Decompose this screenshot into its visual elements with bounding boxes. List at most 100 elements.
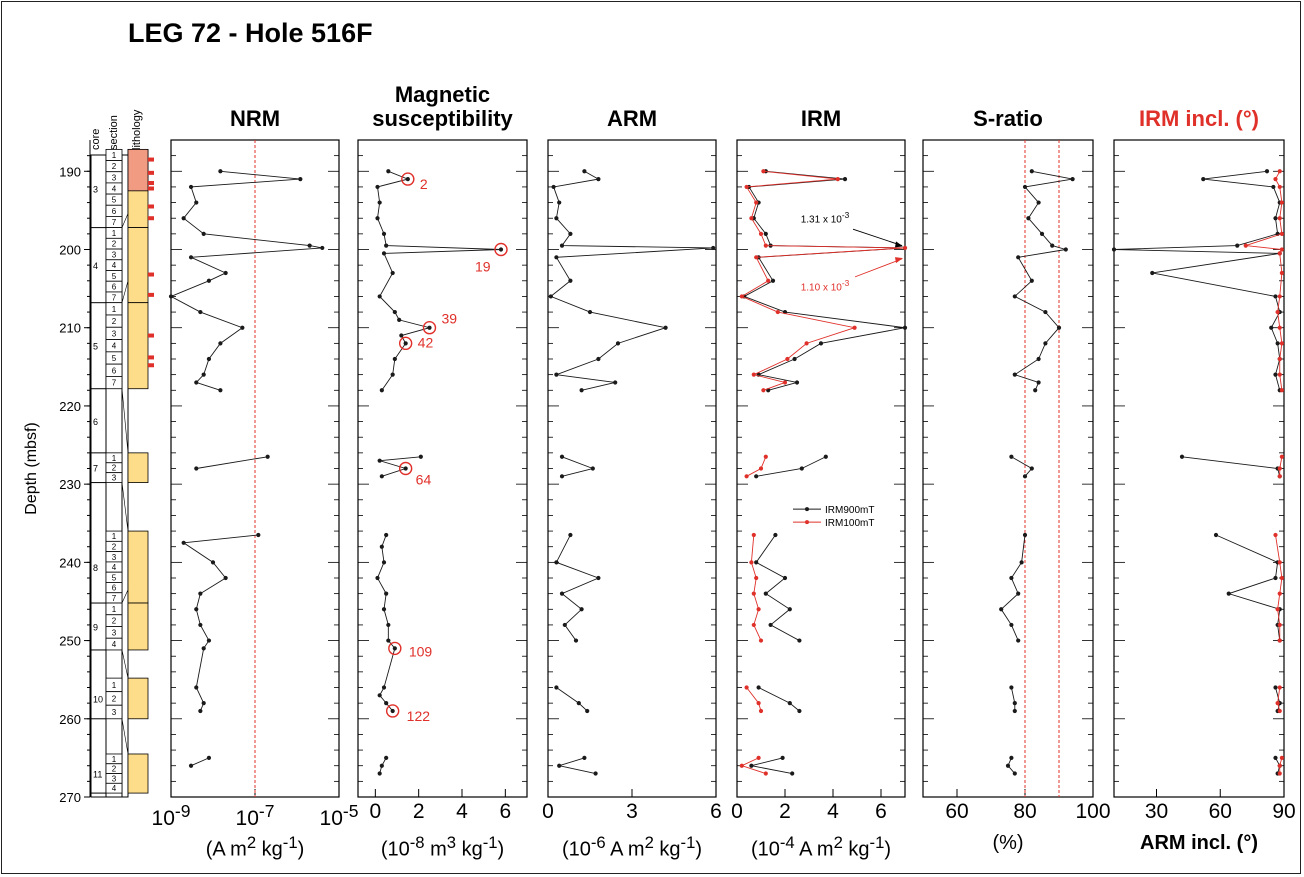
- data-point: [1043, 309, 1048, 315]
- panel-x-tick-label: 60: [945, 800, 968, 823]
- data-point: [381, 607, 387, 612]
- data-point: [403, 341, 408, 346]
- data-point: [754, 474, 759, 479]
- data-point: [1063, 247, 1068, 252]
- panel-x-tick-label: 30: [1145, 800, 1168, 823]
- data-point: [390, 708, 395, 714]
- section-label: 7: [112, 293, 117, 302]
- lithology-red-mark: [148, 157, 154, 162]
- panel-title: NRM: [230, 106, 280, 131]
- panel-unit-label: (10-6 A m2 kg-1): [562, 833, 702, 861]
- data-point: [403, 466, 408, 471]
- suscep-sample-label: 42: [418, 334, 434, 350]
- series-line: [740, 170, 906, 391]
- data-point: [1012, 708, 1017, 714]
- data-point: [773, 532, 778, 538]
- correlation-line: [121, 649, 129, 679]
- data-point: [498, 247, 504, 252]
- data-point: [785, 356, 790, 362]
- data-point: [554, 560, 559, 565]
- lithology-red-mark: [148, 333, 154, 338]
- series-line: [379, 456, 421, 477]
- section-label: 1: [112, 454, 117, 463]
- section-label: 5: [112, 196, 117, 205]
- suscep-sample-label: 39: [442, 311, 458, 327]
- data-point: [1235, 243, 1240, 248]
- suscep-highlight-circle: [422, 321, 437, 335]
- data-point: [587, 309, 593, 315]
- suscep-highlight-circle: [385, 704, 400, 718]
- data-point: [384, 755, 389, 760]
- panel-unit-label: (10-8 m3 kg-1): [381, 833, 504, 861]
- series-line: [182, 534, 259, 712]
- data-point: [559, 454, 565, 459]
- data-point: [663, 325, 668, 330]
- data-point: [548, 294, 553, 299]
- series-line: [746, 687, 762, 712]
- suscep-sample-label: 122: [407, 708, 431, 724]
- section-box: [105, 472, 123, 483]
- data-point: [751, 591, 756, 596]
- data-point: [1019, 560, 1024, 565]
- data-point: [427, 325, 432, 330]
- section-label: 2: [112, 464, 117, 473]
- section-label: 1: [112, 681, 117, 690]
- data-point: [842, 177, 848, 182]
- data-point: [756, 701, 761, 706]
- series-line: [1013, 170, 1073, 391]
- data-point: [206, 356, 212, 362]
- data-point: [557, 200, 562, 205]
- data-point: [1277, 184, 1282, 190]
- correlation-line: [121, 482, 129, 532]
- data-point: [1269, 325, 1274, 330]
- offscale-arrow-red: [854, 258, 903, 278]
- section-label: 5: [112, 354, 117, 363]
- data-point: [1277, 325, 1282, 330]
- correlation-line: [121, 388, 129, 453]
- depth-tick-label: 190: [59, 164, 81, 179]
- panel-3: ARM: [547, 106, 717, 798]
- lithology-red-mark: [148, 272, 154, 277]
- data-point: [551, 184, 556, 190]
- section-label: 3: [112, 628, 117, 637]
- data-point: [1012, 294, 1017, 299]
- data-point: [384, 591, 389, 596]
- data-point: [206, 755, 212, 760]
- data-point: [377, 294, 382, 299]
- data-point: [188, 763, 194, 768]
- panel-title: susceptibility: [372, 106, 513, 131]
- depth-axis-label: Depth (mbsf): [23, 422, 40, 514]
- panel-x-tick-label: 6: [710, 800, 722, 823]
- data-point: [1273, 216, 1278, 221]
- section-label: 2: [112, 162, 117, 171]
- panel-title: ARM: [607, 106, 657, 131]
- data-point: [223, 575, 228, 581]
- core-label-4: 4: [93, 261, 98, 271]
- data-point: [739, 294, 744, 299]
- core-label-9: 9: [93, 622, 98, 632]
- suscep-sample-label: 2: [420, 176, 428, 192]
- data-point: [559, 243, 565, 248]
- series-line: [1113, 170, 1281, 391]
- data-point: [1029, 466, 1034, 471]
- core-label-8: 8: [93, 563, 98, 573]
- data-point: [763, 243, 768, 248]
- series-line: [740, 757, 766, 774]
- data-point: [1277, 763, 1282, 768]
- data-point: [744, 685, 749, 690]
- data-point: [1277, 216, 1282, 221]
- data-point: [758, 466, 764, 471]
- data-point: [1009, 685, 1014, 690]
- data-point: [568, 278, 573, 283]
- data-point: [168, 294, 174, 299]
- data-point: [763, 231, 768, 236]
- data-point: [554, 372, 559, 377]
- data-point: [1277, 372, 1282, 377]
- legend-marker: [805, 507, 809, 512]
- data-point: [744, 184, 749, 190]
- data-point: [307, 243, 312, 248]
- data-point: [615, 341, 621, 346]
- section-label: 5: [112, 272, 117, 281]
- data-point: [568, 532, 573, 538]
- data-point: [1243, 243, 1248, 248]
